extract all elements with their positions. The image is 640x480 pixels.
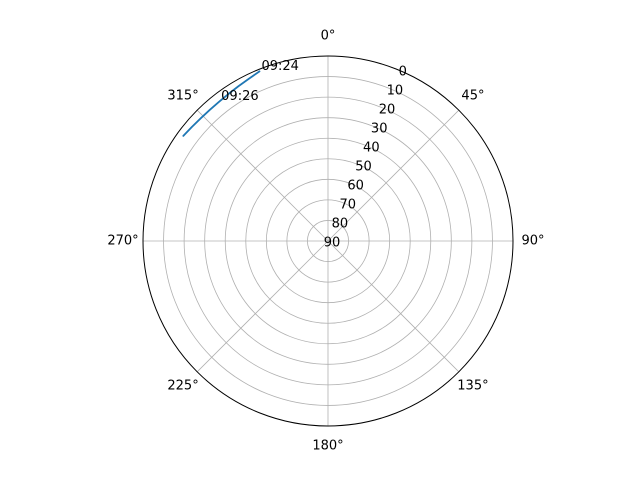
grid-layer: [142, 55, 514, 427]
theta-grid-line: [196, 240, 329, 373]
r-tick-label: 90: [324, 236, 341, 251]
theta-grid-line: [327, 240, 460, 373]
r-tick-label: 50: [355, 160, 372, 175]
theta-tick-label: 0°: [321, 29, 336, 44]
r-tick-label: 40: [363, 141, 380, 156]
theta-tick-label: 315°: [167, 89, 198, 104]
series-layer: [182, 70, 261, 137]
theta-grid-line: [196, 109, 329, 242]
series-line: [182, 70, 261, 137]
theta-tick-label: 180°: [312, 439, 343, 454]
theta-tick-label: 45°: [461, 89, 484, 104]
r-tick-label: 80: [332, 217, 349, 232]
r-tick-label: 0: [399, 65, 407, 80]
r-tick-label: 10: [387, 84, 404, 99]
time-annotation: 09:24: [261, 59, 298, 74]
polar-frame: [142, 55, 514, 427]
r-tick-label: 60: [347, 179, 364, 194]
theta-tick-label: 135°: [457, 378, 488, 393]
theta-tick-label: 90°: [521, 234, 544, 249]
theta-tick-label: 270°: [107, 234, 138, 249]
theta-grid-line: [327, 109, 460, 242]
r-tick-label: 70: [339, 198, 356, 213]
label-layer: 0° 45° 90° 135° 180° 225° 270° 315° 0 10 20 30 40 50 6…: [107, 29, 544, 454]
time-annotation: 09:26: [221, 89, 258, 104]
r-tick-label: 20: [379, 103, 396, 118]
r-tick-label: 30: [371, 122, 388, 137]
theta-tick-label: 225°: [167, 378, 198, 393]
